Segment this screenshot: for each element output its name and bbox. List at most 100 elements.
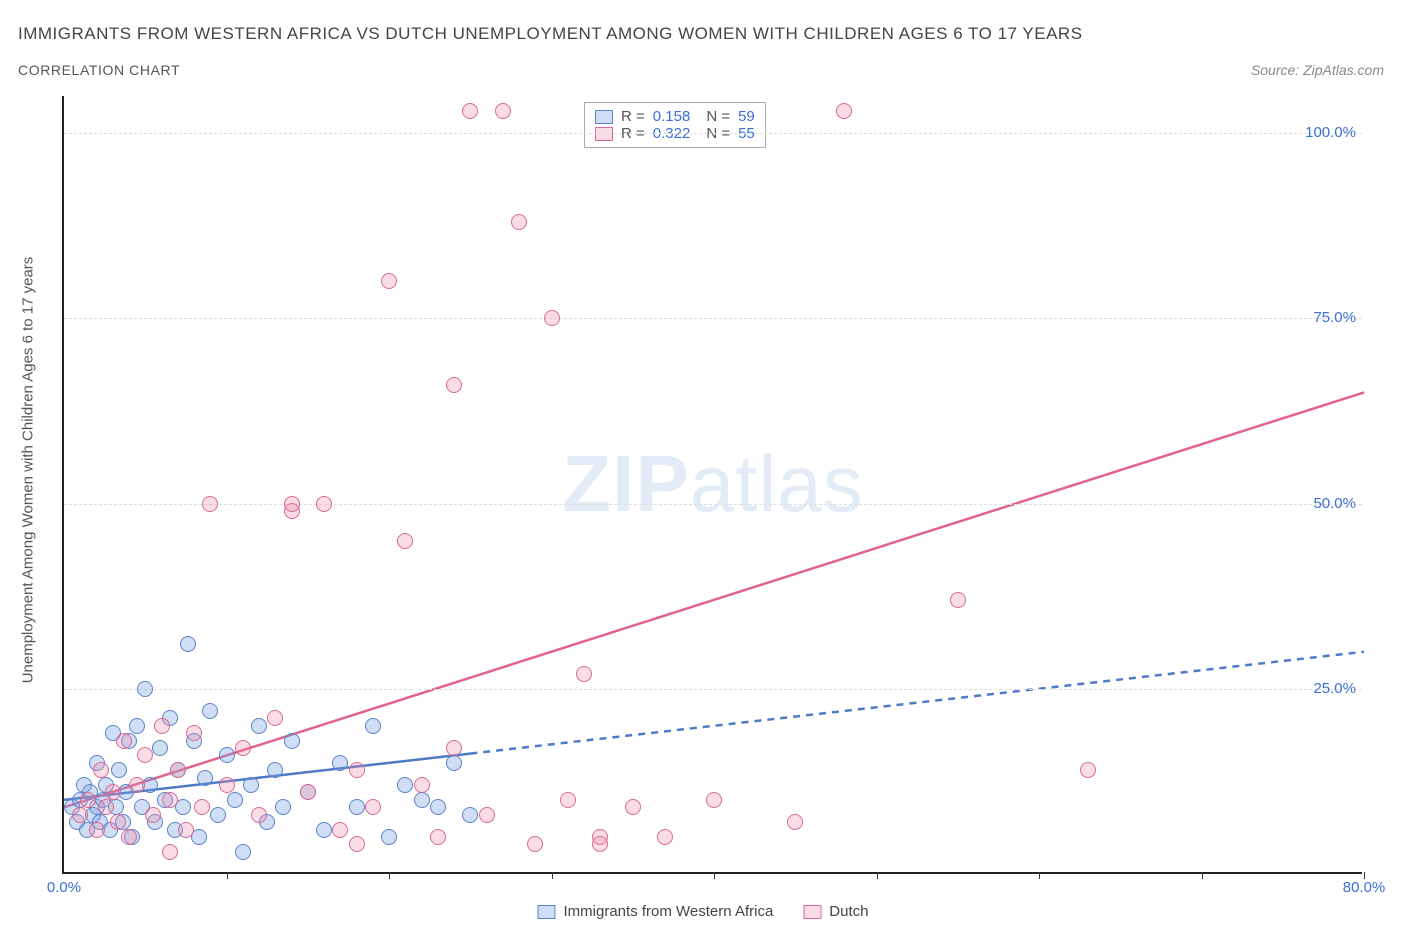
watermark: ZIPatlas: [562, 438, 863, 530]
x-tick-mark: [552, 872, 553, 879]
x-tick-mark: [877, 872, 878, 879]
legend-swatch: [803, 905, 821, 919]
data-point: [129, 777, 145, 793]
data-point: [80, 792, 96, 808]
x-tick-mark: [227, 872, 228, 879]
data-point: [202, 703, 218, 719]
data-point: [300, 784, 316, 800]
data-point: [235, 844, 251, 860]
data-point: [576, 666, 592, 682]
data-point: [625, 799, 641, 815]
data-point: [446, 740, 462, 756]
data-point: [105, 784, 121, 800]
data-point: [316, 496, 332, 512]
x-tick-label: 0.0%: [47, 879, 81, 896]
series-legend: Immigrants from Western Africa Dutch: [538, 903, 869, 920]
data-point: [243, 777, 259, 793]
data-point: [414, 777, 430, 793]
data-point: [706, 792, 722, 808]
data-point: [162, 844, 178, 860]
data-point: [495, 103, 511, 119]
data-point: [111, 762, 127, 778]
data-point: [129, 718, 145, 734]
watermark-light: atlas: [690, 439, 864, 528]
y-tick-label: 50.0%: [1313, 495, 1356, 512]
data-point: [194, 799, 210, 815]
trend-line: [64, 392, 1364, 807]
data-point: [186, 725, 202, 741]
legend-r-value: 0.158: [653, 108, 691, 125]
data-point: [116, 733, 132, 749]
data-point: [365, 799, 381, 815]
data-point: [349, 836, 365, 852]
data-point: [197, 770, 213, 786]
trend-lines: [64, 96, 1364, 874]
data-point: [152, 740, 168, 756]
data-point: [235, 740, 251, 756]
gridline: [64, 689, 1362, 690]
data-point: [251, 807, 267, 823]
data-point: [365, 718, 381, 734]
data-point: [381, 829, 397, 845]
data-point: [349, 799, 365, 815]
legend-item: Dutch: [803, 903, 868, 920]
x-tick-mark: [389, 872, 390, 879]
x-tick-mark: [714, 872, 715, 879]
data-point: [210, 807, 226, 823]
data-point: [414, 792, 430, 808]
data-point: [527, 836, 543, 852]
data-point: [267, 710, 283, 726]
legend-n-value: 59: [738, 108, 755, 125]
data-point: [251, 718, 267, 734]
x-tick-mark: [1039, 872, 1040, 879]
legend-swatch: [595, 110, 613, 124]
data-point: [137, 681, 153, 697]
plot-area: ZIPatlas R =0.158N =59R =0.322N =55 25.0…: [62, 96, 1362, 874]
data-point: [430, 799, 446, 815]
data-point: [98, 799, 114, 815]
y-axis-label: Unemployment Among Women with Children A…: [20, 257, 37, 684]
data-point: [397, 533, 413, 549]
watermark-bold: ZIP: [562, 439, 689, 528]
data-point: [121, 829, 137, 845]
data-point: [462, 807, 478, 823]
chart-title: IMMIGRANTS FROM WESTERN AFRICA VS DUTCH …: [18, 24, 1083, 44]
data-point: [178, 822, 194, 838]
legend-stat-label: N =: [706, 108, 730, 125]
data-point: [89, 822, 105, 838]
data-point: [657, 829, 673, 845]
data-point: [284, 733, 300, 749]
data-point: [592, 836, 608, 852]
data-point: [316, 822, 332, 838]
data-point: [1080, 762, 1096, 778]
correlation-legend: R =0.158N =59R =0.322N =55: [584, 102, 766, 148]
data-point: [170, 762, 186, 778]
data-point: [267, 762, 283, 778]
chart-subtitle: CORRELATION CHART: [18, 62, 180, 78]
data-point: [332, 822, 348, 838]
gridline: [64, 133, 1362, 134]
data-point: [462, 103, 478, 119]
data-point: [836, 103, 852, 119]
trend-line: [470, 652, 1364, 754]
data-point: [397, 777, 413, 793]
legend-swatch: [538, 905, 556, 919]
data-point: [72, 807, 88, 823]
data-point: [137, 747, 153, 763]
gridline: [64, 504, 1362, 505]
data-point: [227, 792, 243, 808]
data-point: [332, 755, 348, 771]
y-tick-label: 100.0%: [1305, 124, 1356, 141]
data-point: [560, 792, 576, 808]
data-point: [219, 777, 235, 793]
data-point: [162, 792, 178, 808]
data-point: [180, 636, 196, 652]
legend-label: Immigrants from Western Africa: [564, 903, 774, 920]
data-point: [145, 807, 161, 823]
source-attribution: Source: ZipAtlas.com: [1251, 62, 1384, 78]
data-point: [349, 762, 365, 778]
gridline: [64, 318, 1362, 319]
x-tick-mark: [1202, 872, 1203, 879]
data-point: [544, 310, 560, 326]
x-tick-label: 80.0%: [1343, 879, 1386, 896]
